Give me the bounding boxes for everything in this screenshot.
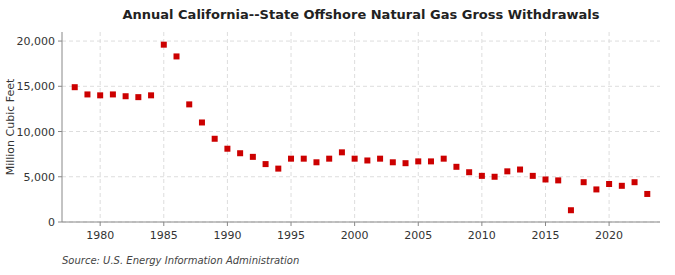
x-grid-line	[545, 32, 546, 222]
point	[288, 156, 294, 162]
point	[224, 146, 230, 152]
y-tick	[58, 176, 62, 177]
x-tick-label: 1985	[150, 229, 178, 242]
point	[504, 168, 510, 174]
y-grid-line	[62, 131, 660, 132]
y-tick	[58, 41, 62, 42]
point	[492, 174, 498, 180]
x-axis-line	[62, 222, 660, 223]
point	[313, 159, 319, 165]
x-tick	[163, 222, 164, 226]
point	[581, 179, 587, 185]
point	[364, 157, 370, 163]
x-grid-line	[354, 32, 355, 222]
y-tick-label: 5,000	[24, 171, 56, 184]
point	[135, 94, 141, 100]
y-grid-line	[62, 86, 660, 87]
x-tick-label: 2000	[341, 229, 369, 242]
source-note: Source: U.S. Energy Information Administ…	[62, 255, 299, 266]
point	[403, 160, 409, 166]
point	[263, 161, 269, 167]
y-grid-line	[62, 222, 660, 223]
x-grid-line	[609, 32, 610, 222]
x-tick	[481, 222, 482, 226]
point	[97, 92, 103, 98]
point	[530, 173, 536, 179]
point	[619, 183, 625, 189]
point	[466, 169, 472, 175]
x-grid-line	[418, 32, 419, 222]
y-tick-label: 10,000	[17, 126, 56, 139]
x-tick	[354, 222, 355, 226]
y-tick	[58, 86, 62, 87]
point	[517, 167, 523, 173]
point	[84, 91, 90, 97]
point	[479, 173, 485, 179]
x-tick	[291, 222, 292, 226]
x-tick	[100, 222, 101, 226]
y-grid-line	[62, 41, 660, 42]
x-grid-line	[163, 32, 164, 222]
point	[415, 158, 421, 164]
x-tick-label: 2010	[468, 229, 496, 242]
x-tick	[545, 222, 546, 226]
y-axis-line	[62, 32, 63, 222]
x-tick	[227, 222, 228, 226]
x-grid-line	[227, 32, 228, 222]
point	[568, 207, 574, 213]
x-tick-label: 1980	[86, 229, 114, 242]
y-tick-label: 15,000	[17, 80, 56, 93]
point	[606, 181, 612, 187]
point	[212, 136, 218, 142]
point	[632, 179, 638, 185]
y-tick	[58, 222, 62, 223]
x-tick-label: 2005	[404, 229, 432, 242]
x-tick-label: 1990	[213, 229, 241, 242]
title: Annual California--State Offshore Natura…	[123, 7, 600, 22]
point	[161, 42, 167, 48]
point	[199, 119, 205, 125]
point	[110, 91, 116, 97]
point	[275, 166, 281, 172]
points	[72, 42, 651, 214]
point	[593, 186, 599, 192]
axes: 0 5,000 10,000 15,000 20,000 1980 1985 1990 1995…	[17, 32, 661, 242]
x-tick	[609, 222, 610, 226]
point	[644, 191, 650, 197]
point	[428, 158, 434, 164]
point	[352, 156, 358, 162]
point	[186, 101, 192, 107]
chart: 0 5,000 10,000 15,000 20,000 1980 1985 1990 1995…	[0, 0, 675, 275]
point	[542, 176, 548, 182]
x-grid-line	[100, 32, 101, 222]
y-tick	[58, 131, 62, 132]
y-tick-label: 20,000	[17, 35, 56, 48]
point	[301, 156, 307, 162]
point	[555, 177, 561, 183]
point	[453, 164, 459, 170]
x-grid-line	[291, 32, 292, 222]
point	[237, 150, 243, 156]
point	[148, 92, 154, 98]
x-tick	[418, 222, 419, 226]
point	[326, 156, 332, 162]
y-tick-label: 0	[48, 216, 55, 229]
point	[250, 154, 256, 160]
point	[174, 53, 180, 59]
point	[390, 159, 396, 165]
y-grid-line	[62, 176, 660, 177]
point	[339, 149, 345, 155]
x-tick-label: 2020	[595, 229, 623, 242]
y-axis-label: Million Cubic Feet	[4, 78, 17, 175]
point	[123, 93, 129, 99]
point	[441, 156, 447, 162]
x-tick-label: 1995	[277, 229, 305, 242]
grid	[62, 32, 660, 222]
point	[72, 84, 78, 90]
point	[377, 156, 383, 162]
x-tick-label: 2015	[531, 229, 559, 242]
x-grid-line	[481, 32, 482, 222]
